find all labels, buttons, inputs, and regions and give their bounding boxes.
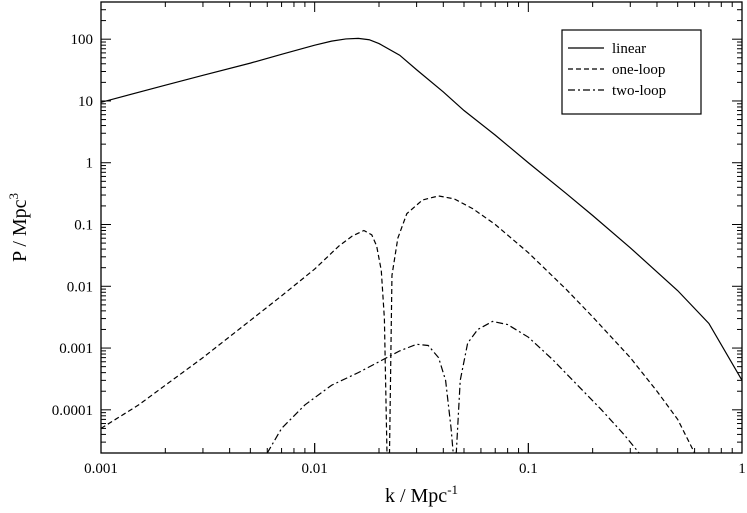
y-tick-label: 100 (71, 32, 94, 48)
y-tick-label: 0.1 (74, 218, 93, 234)
series-layer (101, 37, 742, 453)
x-tick-label: 0.001 (84, 461, 118, 477)
legend-label-linear: linear (612, 41, 646, 57)
y-tick-label: 1 (86, 156, 94, 172)
series-line-two-loop (266, 320, 640, 453)
y-tick-label: 0.001 (59, 341, 93, 357)
x-axis-label: k / Mpc-1 (385, 482, 458, 507)
x-tick-label: 0.1 (519, 461, 538, 477)
ticks-layer (100, 1, 743, 454)
tick-labels-layer: 0.001 0.01 0.1 1 0.0001 0.001 0.01 0.1 1 10 100 (52, 32, 746, 477)
y-tick-label: 0.01 (67, 279, 93, 295)
legend: linear one-loop two-loop (561, 29, 702, 115)
x-axis-label-main: k / Mpc (385, 485, 447, 507)
y-axis-label-exponent: 3 (6, 193, 21, 200)
y-axis-label: P / Mpc3 (6, 193, 31, 262)
legend-label-one-loop: one-loop (612, 62, 665, 78)
legend-label-two-loop: two-loop (612, 83, 666, 99)
x-tick-label: 0.01 (302, 461, 328, 477)
x-axis-label-exponent: -1 (447, 482, 458, 497)
x-tick-label: 1 (738, 461, 746, 477)
y-tick-label: 0.0001 (52, 403, 93, 419)
legend-box (561, 29, 702, 115)
series-line-one-loop (101, 195, 696, 453)
y-tick-label: 10 (78, 94, 93, 110)
series-line-linear (101, 37, 742, 381)
y-axis-label-main: P / Mpc (9, 199, 31, 262)
